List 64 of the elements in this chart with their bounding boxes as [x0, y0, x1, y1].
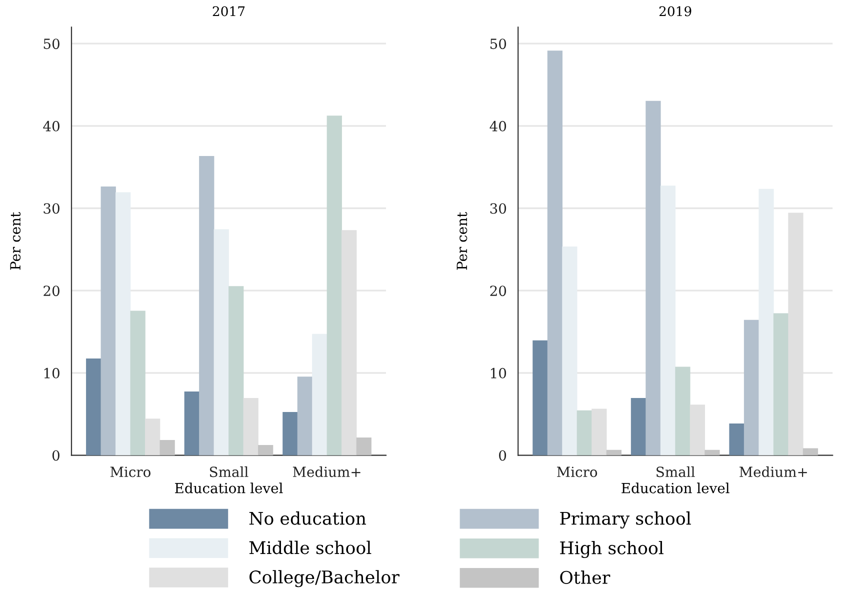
y-axis-title: Per cent: [456, 212, 468, 270]
bar: [326, 116, 342, 456]
x-tick-label: Small: [656, 466, 695, 478]
bar: [606, 450, 622, 456]
bar: [160, 440, 175, 456]
y-tick-label: 30: [44, 203, 60, 214]
y-tick-label: 30: [490, 203, 506, 214]
bar: [675, 366, 690, 456]
bar: [802, 448, 818, 456]
bar: [297, 376, 312, 456]
x-tick-label: Micro: [557, 466, 598, 478]
bar: [258, 444, 274, 456]
legend-label: High school: [560, 540, 664, 558]
y-tick-label: 0: [499, 450, 506, 461]
y-tick-label: 50: [44, 38, 60, 50]
legend-label: No education: [249, 511, 366, 525]
bar: [356, 438, 372, 456]
bar: [704, 450, 720, 456]
bar: [116, 192, 131, 456]
y-tick-label: 20: [490, 286, 506, 296]
bar: [312, 334, 328, 456]
chart-title: 2017: [212, 6, 245, 16]
x-axis-title: Education level: [175, 482, 283, 494]
x-tick-label: Small: [210, 466, 248, 478]
bar: [576, 410, 592, 456]
bar: [100, 186, 116, 456]
y-tick-label: 20: [44, 286, 60, 296]
bar: [646, 100, 661, 456]
bar: [228, 286, 244, 456]
bar: [184, 391, 200, 456]
x-tick-label: Medium+: [740, 466, 807, 478]
bar: [562, 246, 578, 456]
bar: [130, 310, 146, 456]
chart-title: 2019: [659, 6, 692, 16]
bar: [547, 50, 563, 456]
legend-label: Primary school: [560, 511, 691, 528]
y-tick-label: 0: [52, 450, 60, 461]
bar: [592, 408, 607, 456]
bar: [282, 412, 298, 456]
bar: [773, 313, 789, 456]
bar: [729, 424, 744, 456]
bar: [86, 358, 102, 456]
y-axis-title: Per cent: [10, 212, 21, 270]
bar: [660, 186, 676, 456]
bar: [532, 340, 548, 456]
x-tick-label: Medium+: [292, 466, 360, 478]
y-tick-label: 10: [490, 368, 506, 378]
y-tick-label: 10: [44, 368, 60, 378]
bar: [758, 188, 774, 456]
bar: [145, 418, 160, 456]
bar: [199, 156, 214, 456]
bar: [243, 398, 258, 456]
y-tick-label: 50: [490, 38, 506, 50]
bar: [744, 320, 760, 456]
legend-label: Middle school: [249, 540, 372, 554]
y-tick-label: 40: [43, 120, 60, 132]
x-tick-label: Micro: [110, 466, 150, 478]
legend-label: Other: [560, 570, 610, 584]
bar: [214, 229, 229, 456]
legend-label: College/Bachelor: [250, 570, 400, 588]
bar: [630, 398, 646, 456]
bar: [690, 404, 706, 456]
y-tick-label: 40: [490, 120, 506, 132]
x-axis-title: Education level: [622, 482, 730, 494]
